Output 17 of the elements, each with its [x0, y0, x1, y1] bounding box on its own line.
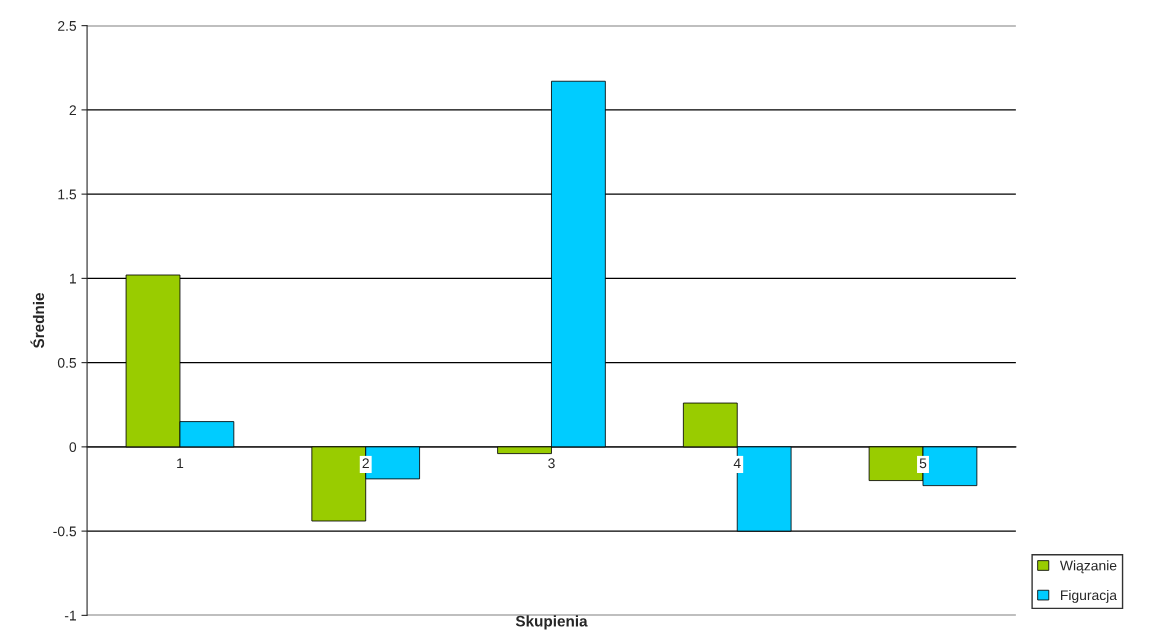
y-tick-label: 0.5: [57, 357, 77, 368]
x-tick-label: 2: [362, 458, 369, 469]
x-tick-label: 3: [548, 458, 555, 469]
y-tick-label: 2.5: [58, 20, 77, 31]
x-tick-label: 5: [919, 458, 927, 469]
y-tick-label: 2: [69, 105, 76, 115]
y-axis-title: Średnie: [30, 293, 45, 349]
y-tick-label: -0.5: [53, 526, 77, 537]
y-tick-label: -1: [64, 610, 76, 621]
legend-label: Figuracja: [1061, 589, 1118, 603]
legend-label: Wiązanie: [1059, 560, 1117, 574]
x-axis-title: Skupienia: [515, 615, 588, 630]
x-tick-label: 1: [177, 458, 184, 469]
y-tick-label: 1.5: [58, 189, 77, 200]
x-tick-label: 4: [733, 458, 741, 469]
y-tick-label: 1: [69, 273, 76, 284]
y-tick-label: 0: [69, 442, 77, 453]
